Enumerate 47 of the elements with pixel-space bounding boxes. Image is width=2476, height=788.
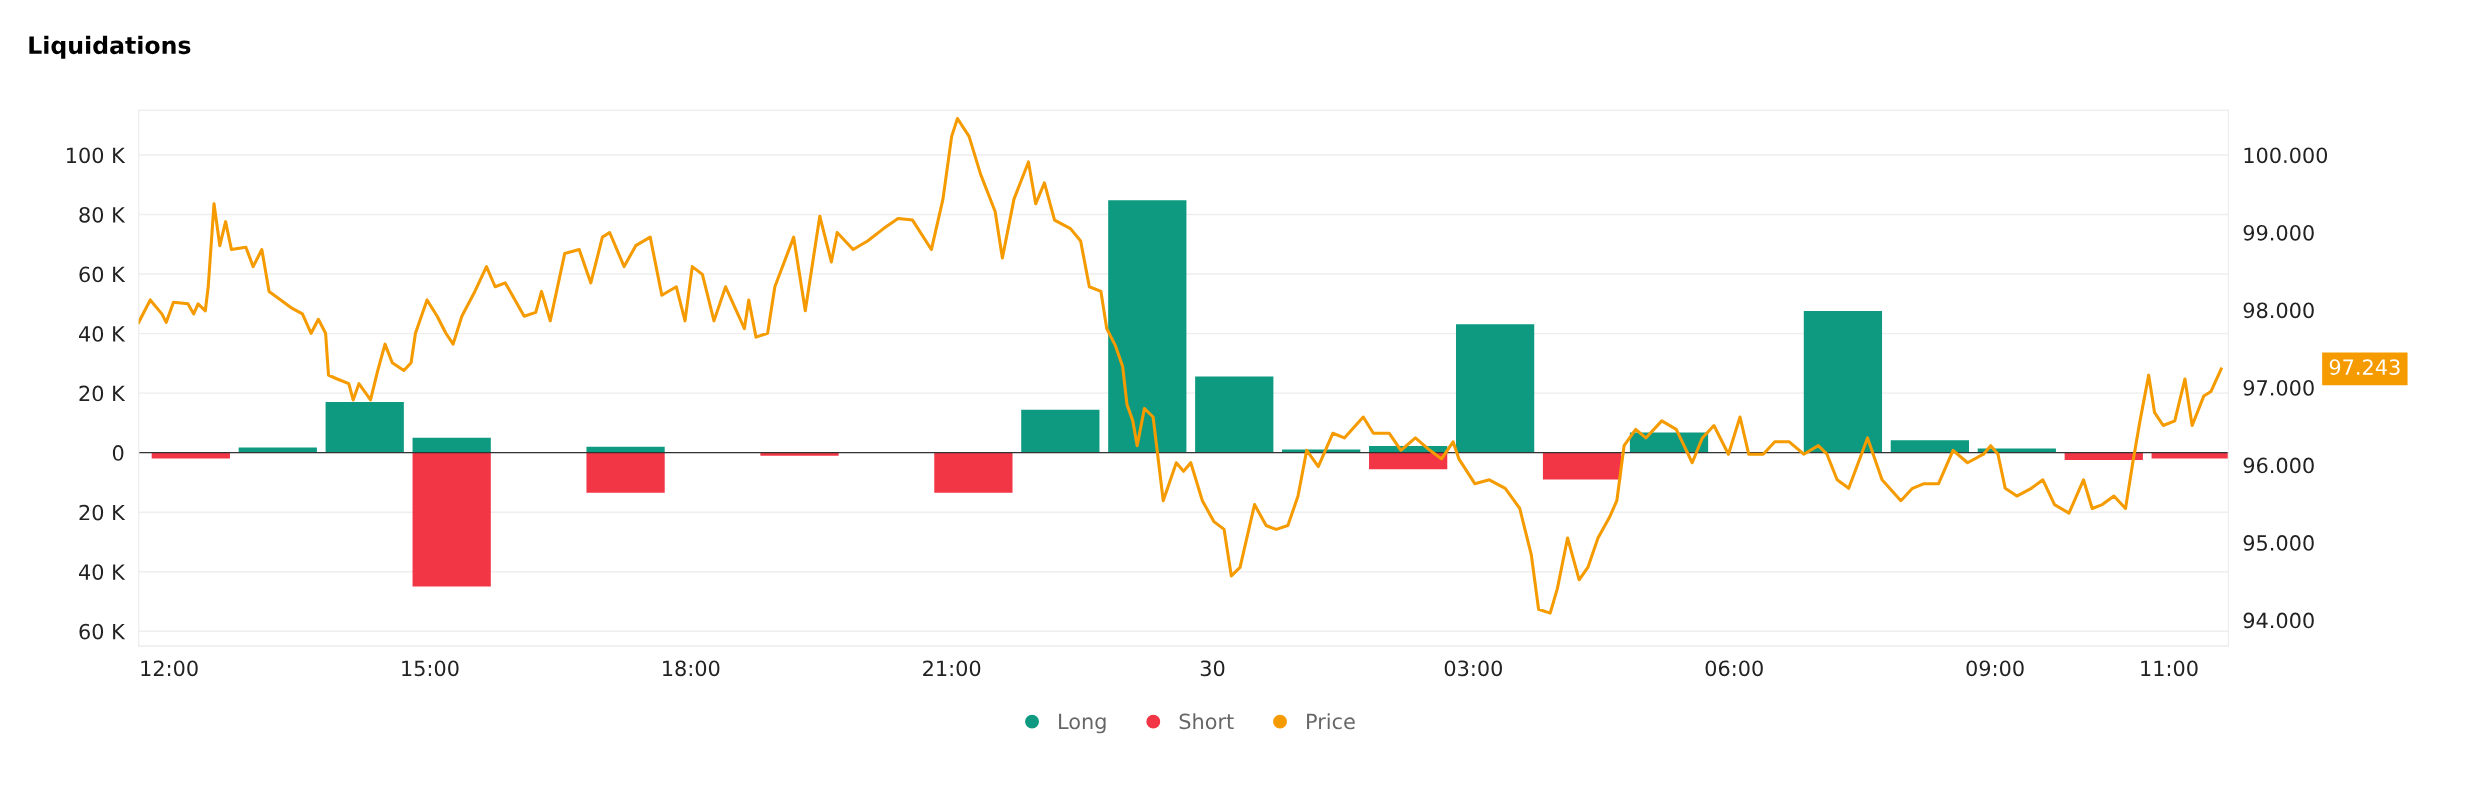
y-tick-label: 20 K (79, 504, 126, 521)
bar (412, 452, 491, 587)
x-tick-label: 03:00 (1444, 660, 1502, 677)
bar (934, 452, 1013, 493)
bar (151, 452, 230, 459)
text: 97.243 (2329, 359, 2400, 375)
y2-tick-label: 100.000 (2244, 147, 2328, 164)
y-tick-label: 60 K (79, 266, 126, 283)
y2-tick-label: 96.000 (2243, 457, 2314, 474)
bar (1455, 324, 1535, 453)
y2-tick-label: 95.000 (2243, 535, 2314, 551)
bar (586, 452, 665, 493)
x-tick-label: 11:00 (2141, 660, 2198, 677)
y-tick-label: 20 K (79, 385, 126, 402)
bar (1890, 440, 1969, 453)
legend-label: Long (1059, 713, 1106, 734)
bar (2151, 452, 2229, 459)
y2-tick-label: 94.000 (2243, 612, 2314, 629)
bar (1108, 200, 1187, 453)
x-tick-label: 12:00 (141, 660, 198, 677)
x-tick-label: 06:00 (1705, 660, 1763, 677)
y2-tick-label: 99.000 (2243, 224, 2314, 241)
bar (325, 402, 404, 453)
bar (1542, 452, 1622, 480)
legend-label: Price (1307, 713, 1355, 730)
bar (1369, 452, 1448, 470)
bar (412, 437, 491, 453)
y2-tick-label: 98.000 (2243, 302, 2314, 319)
x-tick-label: 21:00 (923, 660, 981, 677)
y-tick-label: 80 K (79, 206, 126, 223)
y-tick-label: 100 K (67, 147, 126, 164)
x-tick-label: 18:00 (663, 660, 720, 677)
bar (1021, 409, 1100, 453)
y2-tick-label: 97.000 (2243, 380, 2314, 396)
y-tick-label: 60 K (79, 623, 126, 640)
chart-title: Liquidations (29, 35, 191, 59)
y-tick-label: 40 K (78, 326, 126, 342)
y-tick-label: 0 (112, 445, 124, 461)
y-tick-label: 40 K (78, 564, 126, 580)
bar (760, 452, 839, 456)
legend-label: Short (1179, 713, 1234, 730)
x-tick-label: 30 (1200, 660, 1225, 677)
bar (1803, 310, 1883, 453)
bar (2064, 452, 2143, 461)
bar (1195, 376, 1274, 453)
x-tick-label: 15:00 (402, 660, 459, 677)
x-tick-label: 09:00 (1966, 660, 2024, 677)
